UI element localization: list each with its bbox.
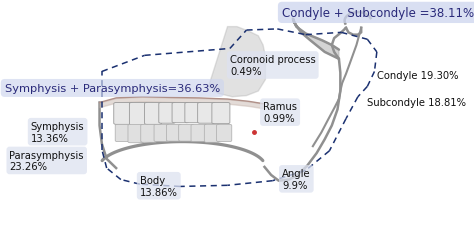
FancyBboxPatch shape — [217, 125, 232, 142]
FancyBboxPatch shape — [166, 125, 182, 142]
FancyBboxPatch shape — [128, 125, 144, 143]
FancyBboxPatch shape — [179, 125, 194, 142]
Text: Parasymphysis
23.26%: Parasymphysis 23.26% — [9, 150, 84, 172]
FancyBboxPatch shape — [115, 125, 130, 142]
FancyBboxPatch shape — [145, 103, 162, 125]
FancyBboxPatch shape — [129, 103, 147, 126]
Text: Coronoid process
0.49%: Coronoid process 0.49% — [230, 55, 316, 76]
FancyBboxPatch shape — [185, 103, 201, 123]
Text: Symphysis
13.36%: Symphysis 13.36% — [31, 121, 84, 143]
Text: Angle
9.9%: Angle 9.9% — [282, 168, 310, 190]
Text: Subcondyle 18.81%: Subcondyle 18.81% — [367, 97, 466, 107]
Text: Condyle 19.30%: Condyle 19.30% — [377, 71, 458, 81]
FancyBboxPatch shape — [191, 125, 207, 142]
Text: Body
13.86%: Body 13.86% — [140, 175, 178, 197]
Polygon shape — [209, 27, 265, 97]
FancyBboxPatch shape — [141, 125, 157, 143]
Polygon shape — [293, 19, 339, 60]
FancyBboxPatch shape — [172, 103, 189, 123]
Text: Ramus
0.99%: Ramus 0.99% — [263, 102, 297, 123]
FancyBboxPatch shape — [198, 103, 215, 124]
FancyBboxPatch shape — [212, 103, 230, 124]
FancyBboxPatch shape — [159, 103, 175, 124]
FancyBboxPatch shape — [154, 125, 169, 142]
Text: Condyle + Subcondyle =38.11%: Condyle + Subcondyle =38.11% — [282, 7, 474, 20]
FancyBboxPatch shape — [204, 125, 219, 143]
Text: Symphysis + Parasymphysis=36.63%: Symphysis + Parasymphysis=36.63% — [5, 84, 220, 93]
FancyBboxPatch shape — [114, 103, 133, 125]
